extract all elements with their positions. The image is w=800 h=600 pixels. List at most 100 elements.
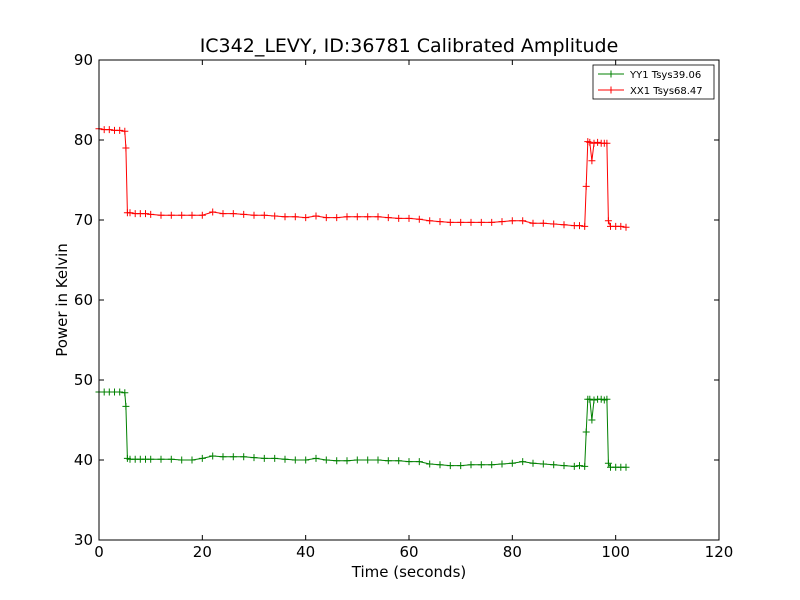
data-point xyxy=(588,157,596,165)
data-point xyxy=(581,462,589,470)
data-point xyxy=(550,220,558,228)
data-point xyxy=(582,182,590,190)
data-point xyxy=(560,221,568,229)
data-point xyxy=(374,456,382,464)
x-tick-label: 100 xyxy=(601,543,630,561)
data-point xyxy=(586,138,594,146)
data-point xyxy=(121,127,129,135)
data-point xyxy=(477,461,485,469)
data-point xyxy=(576,462,583,470)
data-point xyxy=(250,454,258,462)
data-point xyxy=(457,462,465,470)
data-point xyxy=(229,453,237,461)
data-point xyxy=(142,210,149,218)
data-point xyxy=(240,210,248,218)
data-point xyxy=(436,218,444,226)
data-point xyxy=(415,458,423,466)
data-point xyxy=(281,455,289,463)
series-layer xyxy=(95,125,630,471)
data-point xyxy=(581,222,589,230)
y-tick-label: 60 xyxy=(74,291,93,309)
data-point xyxy=(519,458,527,466)
data-point xyxy=(446,218,454,226)
data-point xyxy=(198,454,206,462)
data-point xyxy=(539,219,547,227)
data-point xyxy=(395,457,403,465)
data-point xyxy=(188,456,196,464)
data-point xyxy=(219,453,227,461)
x-axis-label: Time (seconds) xyxy=(351,563,467,581)
legend-label: YY1 Tsys39.06 xyxy=(629,70,701,81)
data-point xyxy=(167,455,175,463)
x-tick-label: 120 xyxy=(705,543,734,561)
data-point xyxy=(291,213,299,221)
y-axis-label: Power in Kelvin xyxy=(53,243,71,357)
data-point xyxy=(116,126,124,134)
data-point xyxy=(178,211,186,219)
data-point xyxy=(219,210,227,218)
data-point xyxy=(229,210,237,218)
data-point xyxy=(498,460,506,468)
data-point xyxy=(178,456,186,464)
legend-entries: YY1 Tsys39.06 XX1 Tsys68.47 xyxy=(598,70,703,97)
data-point xyxy=(594,138,602,146)
data-point xyxy=(240,453,248,461)
data-point xyxy=(457,218,465,226)
data-point xyxy=(343,457,351,465)
data-point xyxy=(384,214,392,222)
data-point xyxy=(271,454,279,462)
data-point xyxy=(508,217,516,225)
data-point xyxy=(209,208,217,216)
data-point xyxy=(576,222,583,230)
data-point xyxy=(415,215,423,223)
data-point xyxy=(426,460,434,468)
data-point xyxy=(147,455,155,463)
y-tick-label: 50 xyxy=(74,371,93,389)
data-point xyxy=(508,459,516,467)
data-point xyxy=(588,416,596,424)
data-point xyxy=(467,461,475,469)
data-point xyxy=(198,211,206,219)
data-point xyxy=(122,402,130,410)
data-point xyxy=(312,454,320,462)
data-point xyxy=(519,217,527,225)
y-tick-label: 30 xyxy=(74,531,93,549)
data-point xyxy=(488,218,496,226)
data-point xyxy=(250,211,258,219)
legend-box xyxy=(592,64,715,100)
data-point xyxy=(436,461,444,469)
x-tick-label: 40 xyxy=(296,543,315,561)
data-point xyxy=(302,456,310,464)
data-point xyxy=(322,214,330,222)
data-point xyxy=(529,219,537,227)
data-point xyxy=(560,462,568,470)
data-point xyxy=(312,212,320,220)
plot-frame xyxy=(98,59,720,541)
data-point xyxy=(395,214,403,222)
data-point xyxy=(322,456,330,464)
data-point xyxy=(167,211,175,219)
data-point xyxy=(603,395,611,403)
ticks-layer: 0 20 40 60 80 100 120 30 40 50 60 70 80 90 xyxy=(74,51,733,561)
data-point xyxy=(209,452,217,460)
data-point xyxy=(384,457,392,465)
data-point xyxy=(157,455,165,463)
y-tick-label: 90 xyxy=(74,51,93,69)
x-tick-label: 20 xyxy=(193,543,212,561)
data-point xyxy=(291,456,299,464)
data-point xyxy=(260,454,268,462)
data-point xyxy=(467,218,475,226)
data-point xyxy=(604,459,612,467)
data-point xyxy=(364,456,372,464)
data-point xyxy=(405,214,413,222)
data-point xyxy=(582,428,590,436)
data-point xyxy=(446,462,454,470)
x-tick-label: 60 xyxy=(399,543,418,561)
data-point xyxy=(622,223,630,231)
legend-label: XX1 Tsys68.47 xyxy=(630,86,703,97)
data-point xyxy=(426,217,434,225)
data-point xyxy=(333,457,341,465)
data-point xyxy=(121,389,129,397)
data-point xyxy=(281,213,289,221)
